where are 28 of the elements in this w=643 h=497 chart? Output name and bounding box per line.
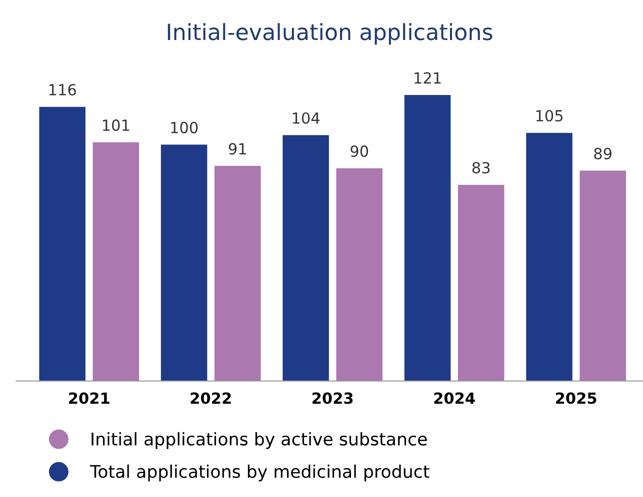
x-tick-label: 2022 [190, 392, 231, 404]
bar [404, 95, 451, 381]
legend-label: Total applications by medicinal product [90, 464, 430, 482]
data-label: 100 [171, 122, 198, 134]
bar [160, 144, 208, 381]
legend-label: Initial applications by active substance [92, 432, 427, 449]
x-tick-label: 2021 [69, 392, 110, 404]
data-label: 90 [350, 145, 368, 157]
data-label: 101 [102, 119, 130, 131]
bar [282, 135, 329, 381]
data-label: 91 [228, 143, 246, 155]
data-label: 105 [536, 110, 563, 122]
bar [526, 132, 572, 381]
bar [92, 142, 140, 381]
data-label: 121 [414, 72, 441, 84]
bar [458, 184, 504, 381]
data-label: 83 [472, 162, 490, 174]
data-label: 89 [594, 148, 612, 160]
bar [336, 168, 382, 381]
chart-title: Initial-evaluation applications [168, 23, 492, 45]
data-label: 104 [292, 112, 320, 124]
data-label: 116 [49, 84, 76, 96]
bar [580, 170, 626, 381]
x-tick-label: 2024 [434, 392, 475, 404]
x-tick-label: 2025 [556, 392, 596, 404]
bar [39, 106, 86, 381]
x-tick-label: 2023 [312, 392, 353, 404]
bar [214, 166, 261, 381]
